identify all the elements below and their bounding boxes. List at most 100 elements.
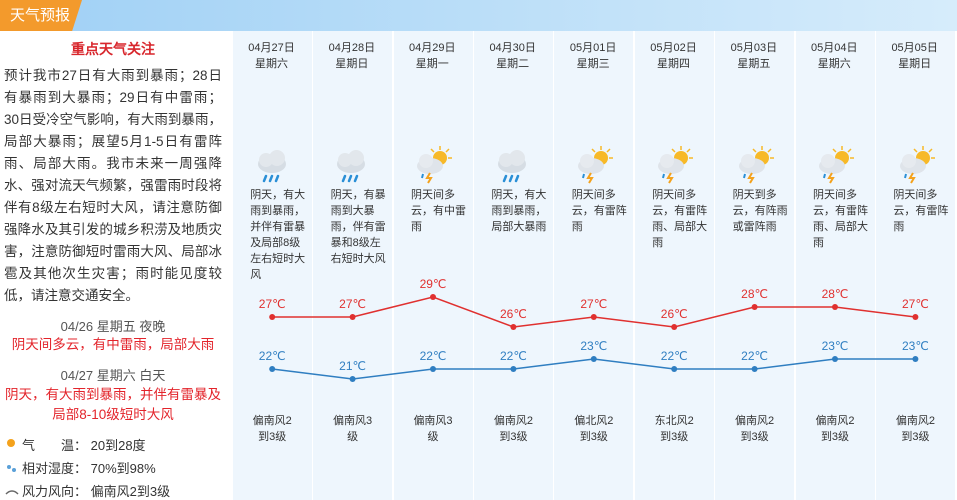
date: 05月01日	[569, 42, 617, 54]
period-time: 04/27 星期六 白天	[60, 368, 166, 383]
low-dot	[832, 356, 838, 362]
description: 阴天，有暴雨到大暴雨，伴有雷暴和8级左右短时大风	[330, 189, 386, 265]
high-dot	[430, 294, 436, 300]
low-label: 23℃	[580, 339, 607, 353]
high-dot	[751, 304, 758, 310]
high-label: 27℃	[339, 297, 366, 311]
high-dot	[590, 314, 597, 320]
detail-label: 气 温：	[22, 438, 88, 453]
low-dot	[430, 366, 436, 372]
low-label: 23℃	[822, 339, 849, 353]
focus-panel: 重点天气关注 预计我市27日有大雨到暴雨；28日有暴雨到大暴雨；29日有中雷雨；…	[0, 31, 226, 500]
description: 阴天，有大雨到暴雨，局部大暴雨	[491, 189, 547, 233]
high-dot	[510, 324, 517, 330]
weekday: 星期日	[335, 58, 369, 70]
low-dot	[349, 376, 356, 382]
period-time: 04/26 星期五 夜晚	[60, 319, 166, 334]
low-label: 21℃	[339, 359, 366, 373]
high-label: 29℃	[420, 277, 447, 291]
high-dot	[349, 314, 356, 320]
header-bar	[0, 0, 957, 31]
detail-value: 70%到98%	[90, 461, 156, 476]
wind: 偏南风2到3级	[493, 415, 533, 443]
description: 阴天间多云，有雷阵雨、局部大雨	[652, 189, 708, 249]
date: 04月30日	[489, 42, 536, 54]
low-label: 22℃	[500, 349, 527, 363]
weekday: 星期六	[255, 58, 288, 70]
header-title: 天气预报	[0, 0, 82, 31]
focus-title: 重点天气关注	[71, 41, 155, 57]
high-dot	[269, 314, 276, 320]
description: 阴天到多云，有阵雨或雷阵雨	[732, 189, 788, 233]
description: 阴天间多云，有雷阵雨	[571, 189, 627, 233]
day-column	[313, 31, 393, 500]
low-dot	[751, 366, 758, 372]
low-dot	[671, 366, 678, 372]
low-dot	[269, 366, 276, 372]
day-column	[795, 31, 875, 500]
weekday: 星期一	[415, 58, 449, 70]
period-weather: 阴天，有大雨到暴雨，并伴有雷暴及局部8-10级短时大风	[5, 387, 221, 422]
detail-value: 偏南风2到3级	[90, 484, 171, 499]
day-column	[554, 31, 634, 500]
low-dot	[590, 356, 597, 362]
weekday: 星期二	[496, 58, 530, 70]
low-label: 23℃	[902, 339, 929, 353]
weekday: 星期日	[898, 58, 932, 70]
detail-row: 气 温： 20到28度	[22, 435, 146, 454]
detail-label: 相对湿度：	[22, 461, 88, 476]
weekday: 星期五	[737, 58, 771, 70]
detail-value: 20到28度	[90, 438, 146, 453]
wind: 东北风2到3级	[654, 415, 694, 443]
period-weather: 阴天间多云，有中雷雨，局部大雨	[11, 337, 215, 352]
day-column	[715, 31, 795, 500]
low-label: 22℃	[259, 349, 286, 363]
day-column	[232, 31, 312, 500]
high-label: 27℃	[902, 297, 929, 311]
description: 阴天间多云，有雷阵雨	[893, 189, 949, 233]
wind: 偏南风2到3级	[252, 415, 292, 443]
high-label: 26℃	[500, 307, 527, 321]
weekday: 星期四	[657, 58, 690, 70]
wind: 偏南风2到3级	[735, 415, 775, 443]
high-dot	[912, 314, 919, 320]
low-label: 22℃	[420, 349, 447, 363]
high-dot	[671, 324, 678, 330]
high-label: 28℃	[741, 287, 768, 301]
date: 05月04日	[811, 42, 858, 54]
wind: 偏南风2到3级	[815, 415, 855, 443]
wind: 偏南风3级	[413, 415, 453, 443]
date: 04月28日	[328, 42, 376, 54]
day-column	[473, 31, 553, 500]
date: 04月29日	[409, 42, 456, 54]
description: 阴天，有大雨到暴雨，并伴有雷暴及局部8级左右短时大风	[250, 189, 306, 281]
wind: 偏北风2到3级	[574, 415, 614, 443]
weekday: 星期三	[576, 58, 610, 70]
day-column	[875, 31, 955, 500]
day-column	[634, 31, 714, 500]
day-column	[393, 31, 473, 500]
detail-icons	[5, 439, 19, 495]
low-label: 22℃	[661, 349, 688, 363]
wind: 偏南风3级	[333, 415, 373, 443]
high-label: 27℃	[580, 297, 607, 311]
high-dot	[832, 304, 838, 310]
weekday: 星期六	[817, 58, 851, 70]
wind: 偏南风2到3级	[895, 415, 935, 443]
description: 阴天间多云，有中雷雨	[411, 189, 466, 233]
focus-text: 预计我市27日有大雨到暴雨；28日有暴雨到大暴雨；29日有中雷雨；30日受冷空气…	[4, 68, 222, 303]
low-dot	[510, 366, 517, 372]
description: 阴天间多云，有雷阵雨、局部大雨	[813, 189, 868, 249]
date: 05月02日	[650, 42, 697, 54]
detail-row: 相对湿度： 70%到98%	[22, 458, 156, 477]
detail-row: 风力风向： 偏南风2到3级	[22, 481, 170, 500]
high-label: 27℃	[259, 297, 286, 311]
high-label: 26℃	[661, 307, 688, 321]
high-label: 28℃	[822, 287, 849, 301]
detail-label: 风力风向：	[22, 484, 88, 499]
date: 05月03日	[730, 42, 778, 54]
low-label: 22℃	[741, 349, 768, 363]
date: 05月05日	[891, 42, 938, 54]
